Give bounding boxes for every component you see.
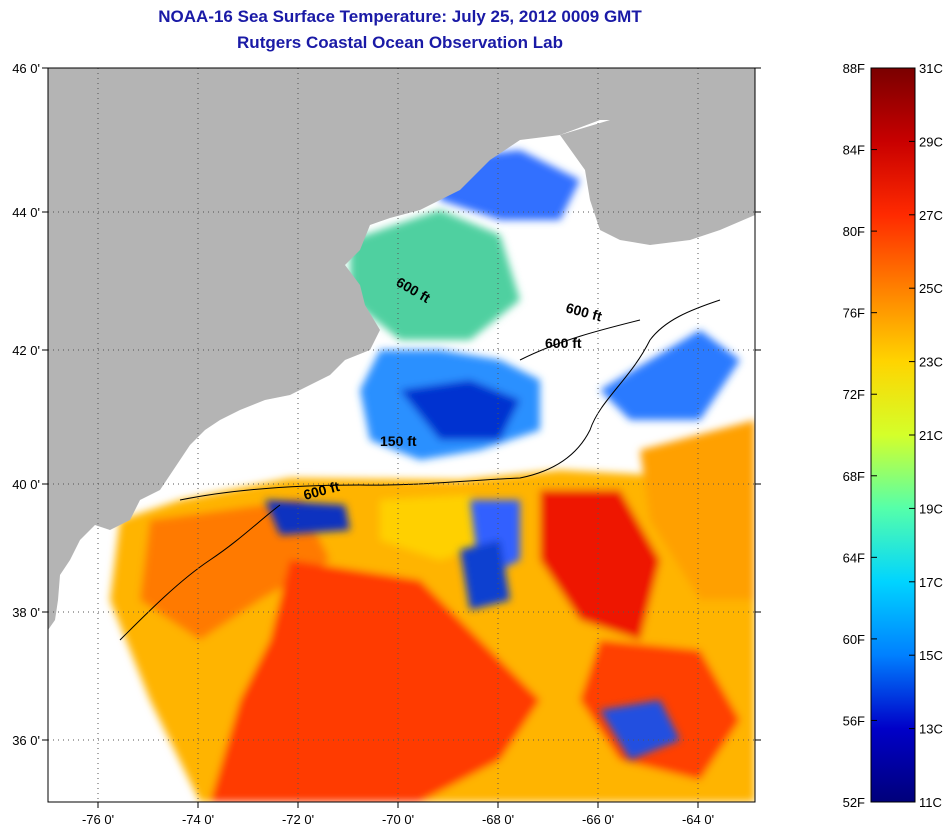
lon-label: -76 0' xyxy=(82,812,114,827)
lon-label: -70 0' xyxy=(382,812,414,827)
colorbar-f-label: 64F xyxy=(843,550,865,565)
colorbar-c-label: 15C xyxy=(919,648,943,663)
lon-label: -64 0' xyxy=(682,812,714,827)
lon-label: -68 0' xyxy=(482,812,514,827)
lon-label: -66 0' xyxy=(582,812,614,827)
colorbar-f-label: 72F xyxy=(843,387,865,402)
contour-label: 150 ft xyxy=(380,433,417,449)
lat-label: 40 0' xyxy=(12,477,40,492)
colorbar-c-label: 19C xyxy=(919,501,943,516)
lat-label: 42 0' xyxy=(12,343,40,358)
map-frame xyxy=(47,67,756,803)
colorbar-c-label: 21C xyxy=(919,428,943,443)
colorbar-f-label: 84F xyxy=(843,143,865,158)
lat-label: 46 0' xyxy=(12,61,40,76)
lat-label: 36 0' xyxy=(12,733,40,748)
colorbar-c-label: 29C xyxy=(919,134,943,149)
colorbar-f-label: 60F xyxy=(843,632,865,647)
map-area: 600 ft 600 ft 600 ft 150 ft 600 ft xyxy=(48,68,755,802)
colorbar-c-label: 17C xyxy=(919,575,943,590)
colorbar-ticks xyxy=(871,67,915,803)
chart-subtitle: Rutgers Coastal Ocean Observation Lab xyxy=(237,33,563,52)
colorbar-c-label: 13C xyxy=(919,722,943,737)
land xyxy=(48,68,755,630)
colorbar-f-label: 56F xyxy=(843,713,865,728)
lat-label: 38 0' xyxy=(12,605,40,620)
colorbar-f-label: 80F xyxy=(843,224,865,239)
colorbar-c-label: 23C xyxy=(919,355,943,370)
colorbar-f-label: 88F xyxy=(843,61,865,76)
chart-title: NOAA-16 Sea Surface Temperature: July 25… xyxy=(158,7,642,26)
colorbar-c-label: 25C xyxy=(919,281,943,296)
colorbar-f-label: 76F xyxy=(843,306,865,321)
axis-ticks xyxy=(42,67,761,808)
lat-label: 44 0' xyxy=(12,205,40,220)
colorbar-c-label: 31C xyxy=(919,61,943,76)
colorbar-f-label: 68F xyxy=(843,469,865,484)
contour-label: 600 ft xyxy=(545,335,582,351)
lon-label: -72 0' xyxy=(282,812,314,827)
bathymetry-contours xyxy=(119,299,721,641)
colorbar-labels: 88F 84F 80F 76F 72F 68F 64F 60F 56F 52F 31C 29C 27C 2… xyxy=(843,61,943,810)
colorbar-f-label: 52F xyxy=(843,795,865,810)
colorbar-c-label: 11C xyxy=(919,795,942,810)
lon-label: -74 0' xyxy=(182,812,214,827)
colorbar xyxy=(870,67,916,803)
colorbar-c-label: 27C xyxy=(919,208,943,223)
